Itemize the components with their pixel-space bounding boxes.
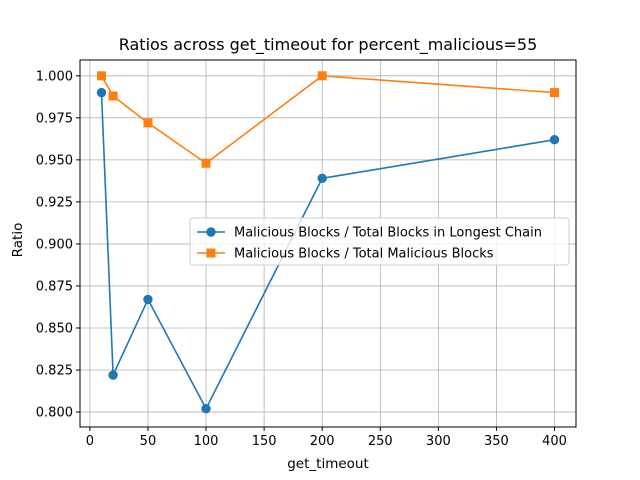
- data-point: [549, 134, 560, 145]
- y-tick-label: 0.800: [36, 406, 73, 421]
- chart-title: Ratios across get_timeout for percent_ma…: [119, 35, 538, 55]
- axes-layer: 0 50 100 150 200 250 300 350 400 0.800 0.825 0.850 0…: [36, 59, 577, 449]
- data-point: [143, 294, 153, 305]
- data-point: [317, 71, 327, 81]
- x-tick-label: 400: [542, 434, 567, 449]
- x-tick-label: 250: [368, 434, 393, 449]
- x-tick-label: 350: [484, 434, 509, 449]
- x-tick-label: 300: [426, 434, 451, 449]
- x-axis-label: get_timeout: [287, 456, 369, 472]
- legend: Malicious Blocks / Total Blocks in Longe…: [189, 217, 570, 266]
- series-1: [96, 87, 560, 414]
- data-point: [201, 403, 211, 414]
- legend-box: [189, 217, 570, 266]
- x-tick-label: 200: [310, 434, 335, 449]
- series-line: [100, 92, 555, 410]
- legend-label: Malicious Blocks / Total Blocks in Longe…: [234, 226, 542, 241]
- data-point: [317, 173, 327, 184]
- data-point: [201, 158, 211, 168]
- series-layer: [96, 71, 560, 414]
- y-tick-label: 0.975: [36, 111, 73, 126]
- y-tick-label: 0.950: [36, 153, 73, 168]
- y-tick-label: 0.875: [36, 279, 73, 294]
- data-point: [108, 91, 118, 101]
- y-tick-label: 0.900: [36, 237, 73, 252]
- x-tick-label: 150: [252, 434, 277, 449]
- legend-entry: Malicious Blocks / Total Blocks in Longe…: [197, 226, 542, 241]
- y-tick-label: 0.825: [36, 364, 73, 379]
- x-tick-label: 0: [86, 434, 94, 449]
- legend-entry: Malicious Blocks / Total Malicious Block…: [197, 247, 494, 262]
- series-2: [96, 71, 560, 168]
- data-point: [96, 87, 107, 98]
- data-point: [143, 118, 153, 128]
- x-tick-label: 50: [140, 434, 157, 449]
- data-point: [108, 370, 118, 380]
- y-tick-label: 0.925: [36, 195, 73, 210]
- legend-marker-swatch: [206, 227, 216, 237]
- data-point: [550, 88, 560, 98]
- y-tick-label: 1.000: [36, 69, 73, 84]
- y-axis-label: Ratio: [10, 223, 26, 258]
- y-tick-label: 0.850: [36, 321, 73, 336]
- legend-label: Malicious Blocks / Total Malicious Block…: [234, 247, 494, 262]
- legend-marker-swatch: [206, 248, 216, 258]
- x-tick-label: 100: [194, 434, 219, 449]
- data-point: [96, 71, 106, 81]
